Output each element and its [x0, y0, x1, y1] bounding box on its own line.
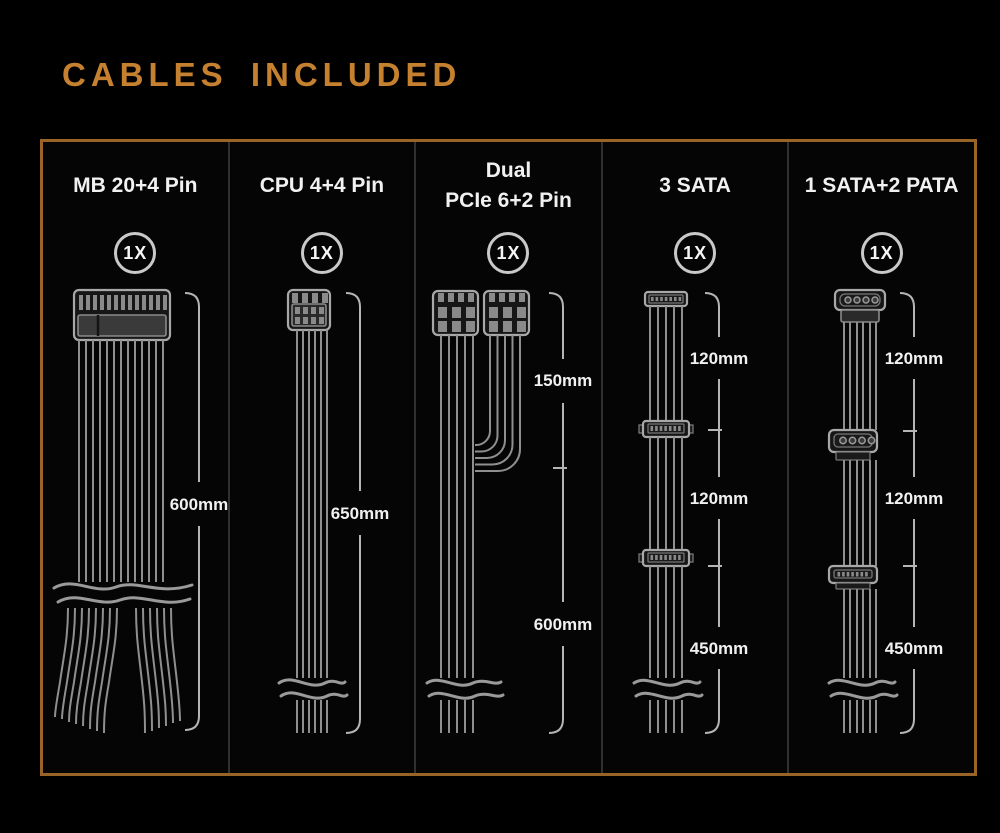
split-cable-legs: [54, 607, 182, 734]
measurement-label: 120mm: [690, 349, 749, 368]
cable-name: 1 SATA+2 PATA: [805, 142, 959, 230]
measurement-bracket: [345, 292, 361, 734]
count-label: 1X: [683, 242, 708, 263]
measurement-label: 450mm: [690, 639, 749, 658]
measurement-label: 150mm: [534, 371, 593, 390]
ribbon-cable: [649, 437, 684, 550]
count-badge: 1X: [860, 232, 903, 274]
sata-connector-icon: [643, 290, 689, 308]
measurement-bracket: [899, 292, 915, 734]
measurement-label: 120mm: [690, 489, 749, 508]
cable-name: Dual PCIe 6+2 Pin: [445, 142, 572, 230]
count-label: 1X: [869, 242, 894, 263]
measurement-label: 450mm: [884, 639, 943, 658]
column-mb-20-4-pin: MB 20+4 Pin 1X: [43, 142, 230, 773]
cable-diagram-sata: 120mm 120mm 450mm: [632, 290, 749, 734]
page-title: CABLES INCLUDED: [62, 56, 462, 93]
sata-connector-icon: [638, 548, 694, 568]
cables-panel: MB 20+4 Pin 1X: [40, 139, 977, 776]
molex-connector-icon: [827, 428, 878, 461]
pcie-8pin-connector-icon: [432, 289, 480, 337]
measurement-label: 650mm: [331, 504, 390, 523]
cable-name: MB 20+4 Pin: [73, 142, 197, 230]
daisy-chain-curve: [475, 335, 522, 472]
cable-break-icon: [632, 678, 704, 700]
main-cable-end: [440, 700, 475, 733]
ribbon-cable-end: [295, 700, 328, 733]
count-badge: 1X: [114, 232, 157, 274]
measurement-tick: [902, 430, 917, 567]
cable-name: CPU 4+4 Pin: [260, 142, 384, 230]
count-label: 1X: [496, 242, 521, 263]
column-3-sata: 3 SATA 1X: [603, 142, 790, 773]
cable-break-icon: [425, 678, 505, 700]
count-badge: 1X: [674, 232, 717, 274]
measurement-label: 600mm: [534, 615, 593, 634]
ribbon-cable: [842, 322, 877, 430]
count-label: 1X: [309, 242, 334, 263]
main-cable: [440, 335, 475, 678]
sata-connector-icon: [638, 419, 694, 439]
measurement-tick: [708, 429, 723, 567]
cable-name-label: 3 SATA: [659, 173, 731, 197]
ribbon-cable: [842, 460, 877, 566]
column-dual-pcie: Dual PCIe 6+2 Pin 1X: [416, 142, 603, 773]
column-1-sata-2-pata: 1 SATA+2 PATA 1X: [789, 142, 974, 773]
cable-diagram-cpu: 650mm: [277, 288, 390, 734]
cable-name-label: Dual: [485, 158, 532, 182]
ribbon-cable: [842, 589, 877, 678]
cable-name-label: MB 20+4 Pin: [73, 173, 198, 197]
measurement-label: 600mm: [170, 495, 228, 514]
count-label: 1X: [123, 242, 148, 263]
ribbon-cable: [78, 340, 165, 582]
cable-name: 3 SATA: [659, 142, 731, 230]
cable-break-icon: [52, 582, 194, 604]
ribbon-cable: [295, 330, 328, 678]
measurement-bracket: [705, 292, 721, 734]
cable-diagram-sata-pata: 120mm 120mm 450mm: [827, 288, 943, 734]
ribbon-cable-end: [649, 700, 684, 733]
cable-name-label-line2: PCIe 6+2 Pin: [445, 189, 572, 212]
ribbon-cable: [649, 566, 684, 678]
pcie-8pin-connector-icon: [483, 289, 531, 337]
atx-24pin-connector-icon: [73, 288, 172, 342]
measurement-label: 120mm: [884, 489, 943, 508]
cable-diagram-mb: 600mm: [52, 288, 228, 734]
column-cpu-4-4-pin: CPU 4+4 Pin 1X 650mm: [230, 142, 417, 773]
cable-break-icon: [827, 678, 899, 700]
ribbon-cable: [649, 306, 684, 421]
cable-diagram-pcie: 150mm 600mm: [425, 289, 593, 734]
measurement-bracket: [185, 292, 201, 731]
sata-connector-icon: [833, 288, 886, 323]
count-badge: 1X: [487, 232, 530, 274]
cable-name-label: 1 SATA+2 PATA: [804, 173, 959, 197]
cpu-8pin-connector-icon: [286, 288, 331, 332]
ribbon-cable-end: [842, 700, 877, 733]
cable-break-icon: [277, 678, 349, 700]
count-badge: 1X: [300, 232, 343, 274]
measurement-bracket: [549, 292, 565, 734]
cable-name-label: CPU 4+4 Pin: [259, 173, 385, 197]
measurement-label: 120mm: [884, 349, 943, 368]
molex-connector-icon: [827, 564, 878, 590]
